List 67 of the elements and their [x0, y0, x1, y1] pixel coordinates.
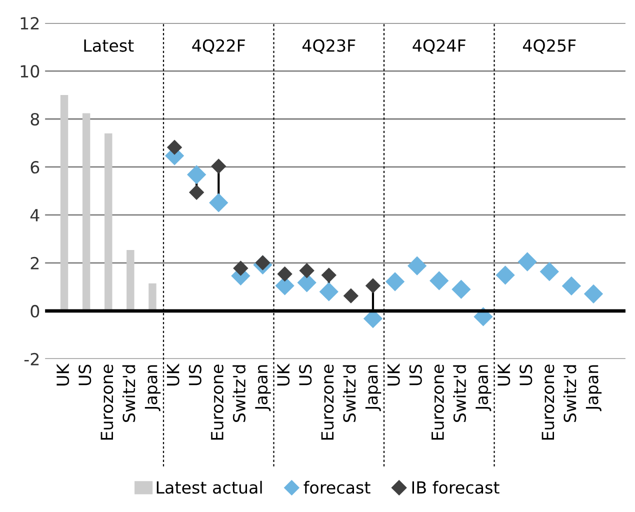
x-tick-label: US — [520, 364, 532, 386]
annotation: 4Q25F — [522, 39, 576, 54]
x-tick-label: UK — [387, 363, 400, 386]
point — [166, 140, 182, 155]
y-tick-label: 10 — [20, 64, 40, 78]
x-tick-label: US — [299, 364, 312, 386]
annotation: Latest — [84, 39, 134, 52]
point — [321, 268, 336, 283]
x-tick-label: Eurozone — [211, 364, 224, 440]
x-tick-label: Eurozone — [321, 364, 334, 440]
legend-label: Latest actual — [156, 480, 262, 494]
x-tick-label: UK — [56, 363, 70, 386]
x-tick-label: Eurozone — [542, 364, 554, 440]
point — [299, 263, 314, 278]
point — [209, 193, 228, 212]
x-tick-label: Switz'd — [563, 365, 576, 422]
annotation: 4Q24F — [412, 39, 466, 54]
point — [319, 282, 338, 302]
x-tick-label: Japan — [255, 365, 271, 412]
x-tick-label: UK — [277, 363, 290, 386]
x-tick-label: Japan — [586, 365, 602, 412]
x-tick-label: US — [188, 364, 202, 386]
point — [408, 256, 427, 276]
legend-label: forecast — [304, 480, 370, 494]
y-tick-label: 4 — [30, 209, 40, 222]
point — [385, 272, 405, 292]
y-tick-label: 0 — [30, 304, 40, 318]
x-tick-label: Japan — [144, 365, 161, 412]
x-tick-label: US — [409, 364, 422, 386]
point — [277, 266, 292, 282]
x-tick-label: Japan — [365, 365, 382, 412]
legend-label: IB forecast — [412, 480, 500, 494]
x-tick-label: Switz'd — [122, 365, 136, 422]
annotation: 4Q22F — [192, 39, 245, 54]
x-tick-label: Eurozone — [432, 364, 444, 440]
x-tick-label: US — [78, 364, 92, 386]
x-tick-label: Eurozone — [100, 364, 114, 440]
point — [233, 260, 248, 276]
y-tick-label: 12 — [20, 17, 39, 30]
x-tick-label: Switz'd — [232, 365, 246, 422]
point — [188, 184, 204, 200]
point — [343, 288, 359, 304]
point — [562, 276, 582, 296]
point — [518, 252, 537, 272]
bar — [60, 95, 68, 311]
y-tick-label: -2 — [24, 352, 39, 366]
x-tick-label: UK — [498, 363, 510, 386]
bar — [148, 283, 156, 311]
x-tick-label: Japan — [476, 365, 492, 412]
annotation: 4Q23F — [302, 39, 356, 54]
point — [211, 158, 226, 174]
bar — [82, 113, 90, 311]
x-tick-label: Switz'd — [342, 365, 356, 422]
point — [540, 262, 559, 282]
point — [430, 271, 449, 290]
y-tick-label: 8 — [30, 112, 40, 126]
bar — [104, 133, 112, 311]
point — [365, 278, 381, 294]
x-tick-label: UK — [166, 363, 180, 386]
x-tick-label: Switz'd — [453, 365, 466, 422]
y-tick-label: 2 — [30, 256, 39, 270]
point — [584, 284, 604, 304]
point — [496, 266, 515, 285]
y-tick-label: 6 — [30, 160, 40, 174]
bar — [126, 250, 134, 311]
point — [187, 165, 206, 184]
point — [452, 280, 471, 299]
